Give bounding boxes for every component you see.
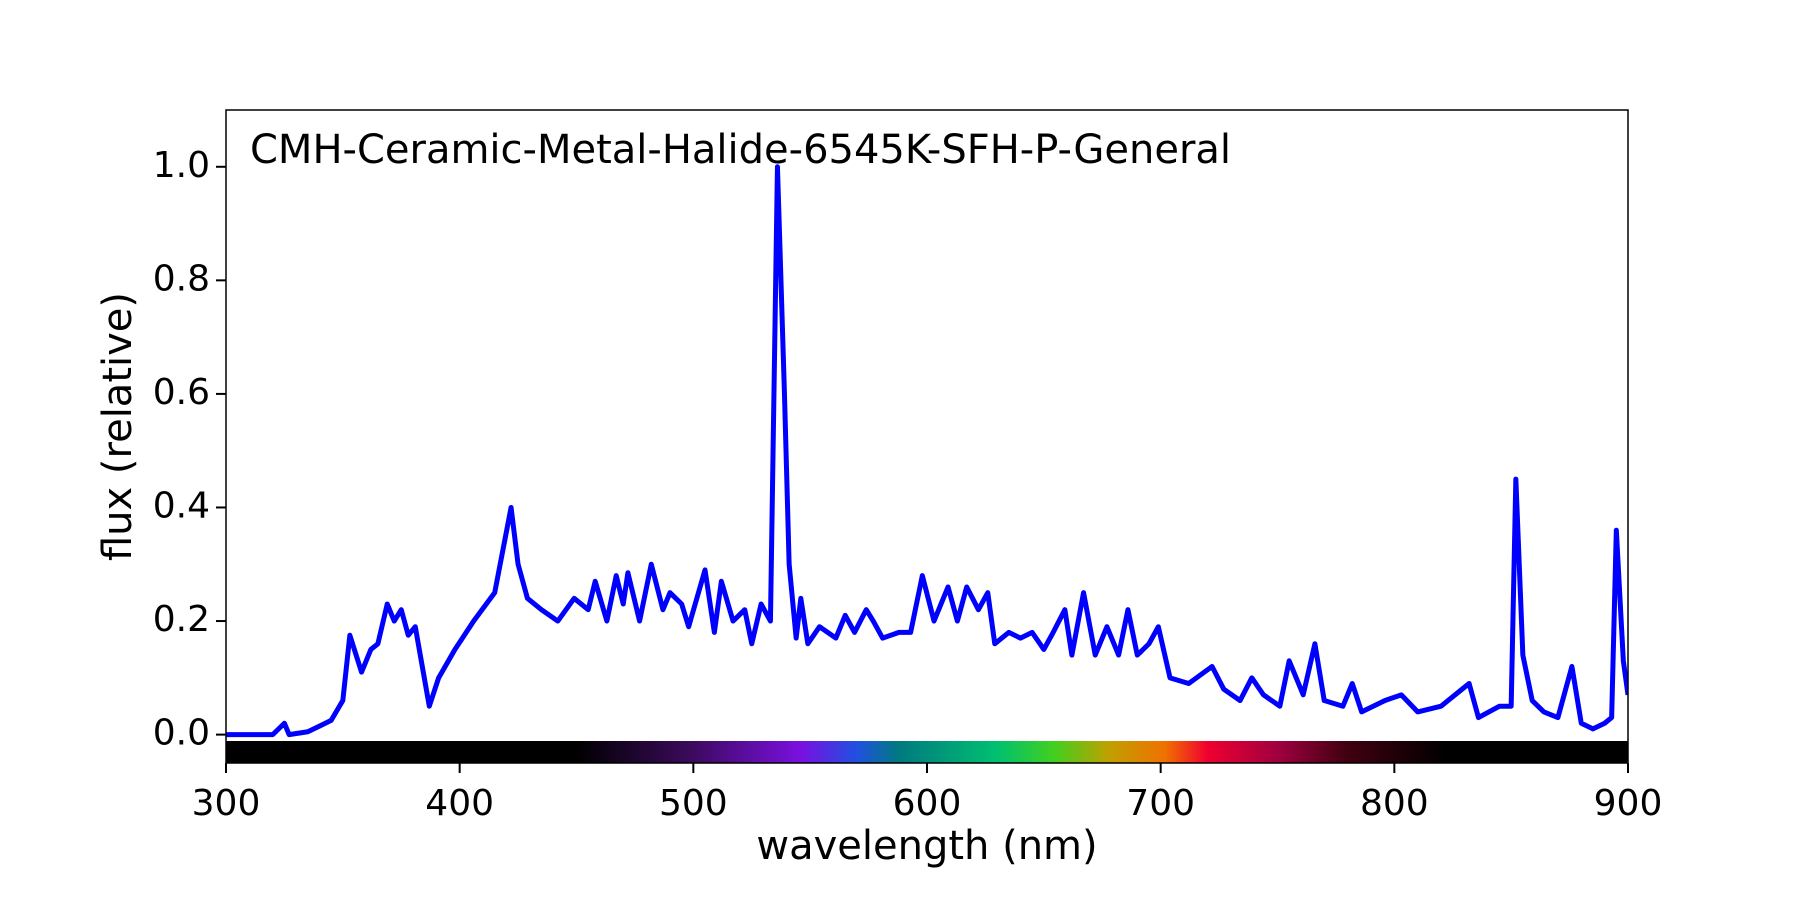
x-axis-label: wavelength (nm) xyxy=(756,823,1097,869)
spectrum-strip xyxy=(226,741,1628,763)
x-tick-label: 600 xyxy=(893,783,962,824)
y-axis-label: flux (relative) xyxy=(95,292,141,561)
x-tick-label: 900 xyxy=(1594,783,1663,824)
x-tick-label: 300 xyxy=(192,783,261,824)
y-tick-label: 0.6 xyxy=(153,372,210,413)
y-tick-label: 1.0 xyxy=(153,145,210,186)
y-tick-label: 0.0 xyxy=(153,713,210,754)
y-tick-label: 0.8 xyxy=(153,258,210,299)
spectrum-line xyxy=(226,164,1628,738)
chart-title: CMH-Ceramic-Metal-Halide-6545K-SFH-P-Gen… xyxy=(250,127,1231,173)
x-tick-label: 700 xyxy=(1126,783,1195,824)
y-tick-label: 0.4 xyxy=(153,485,210,526)
x-tick-label: 400 xyxy=(425,783,494,824)
plot-frame xyxy=(225,109,1629,764)
y-tick-label: 0.2 xyxy=(153,599,210,640)
x-tick-label: 800 xyxy=(1360,783,1429,824)
x-tick-label: 500 xyxy=(659,783,728,824)
